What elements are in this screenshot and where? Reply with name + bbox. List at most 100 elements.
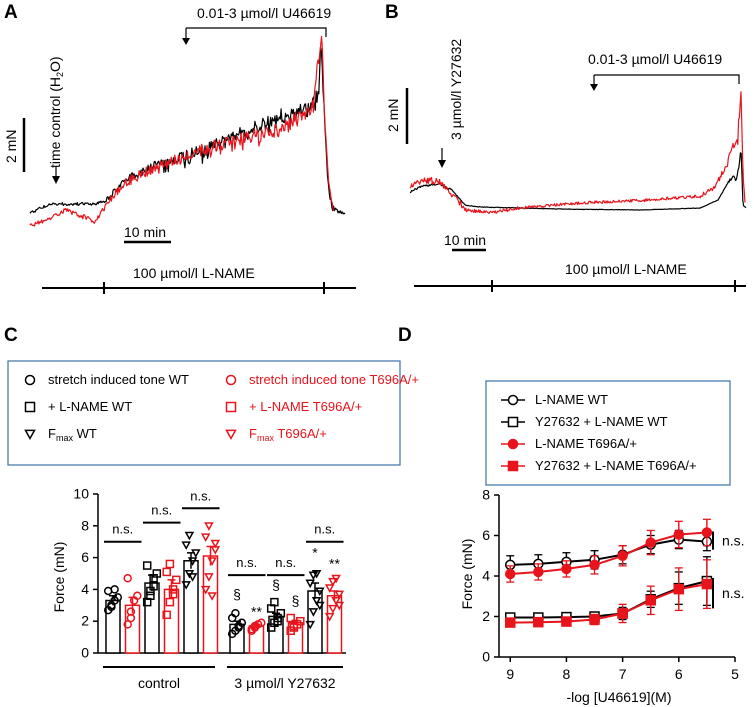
- panel-d: D L-NAME WT Y27632 + L-NAME WT L-NAME T696…: [398, 325, 745, 705]
- d-y-tick-label: 8: [482, 487, 490, 503]
- panel-b-y27632-arrowhead: [438, 160, 446, 168]
- c-group-label: 3 µmol/l Y27632: [234, 675, 335, 691]
- panel-a: A 0.01-3 µmol/l U46619 time control (H2O…: [3, 2, 356, 294]
- panel-a-agonist-arrowhead: [182, 38, 190, 45]
- c-y-tick-label: 4: [81, 581, 89, 597]
- c-data-point: [165, 597, 175, 607]
- c-data-point: [328, 604, 338, 614]
- c-data-point: [334, 590, 345, 600]
- c-data-point: [110, 585, 119, 594]
- panel-b-time-scale-label: 10 min: [444, 232, 486, 248]
- d-data-point: [645, 595, 656, 606]
- panel-a-time-scale-label: 10 min: [124, 224, 166, 240]
- d-data-point: [617, 608, 628, 619]
- c-group-label: control: [138, 675, 180, 691]
- panel-d-legend-box: [485, 380, 731, 486]
- panel-c-label: C: [4, 325, 18, 346]
- c-y-tick-label: 8: [81, 517, 89, 533]
- c-data-point: [162, 567, 171, 577]
- panel-b-lname-label: 100 µmol/l L-NAME: [565, 261, 687, 277]
- c-data-point: [181, 581, 191, 590]
- c-data-point: [204, 573, 214, 582]
- c-data-point: [315, 587, 325, 597]
- panel-a-trace-t696a: [29, 35, 335, 227]
- legend-entry-3: + L-NAME T696A/+: [249, 399, 362, 414]
- panel-a-agonist-label: 0.01-3 µmol/l U46619: [197, 5, 331, 21]
- c-data-point: [311, 596, 322, 606]
- c-data-point: [210, 539, 221, 549]
- c-data-point: [165, 559, 175, 569]
- panel-a-time-control-arrowhead: [52, 176, 60, 184]
- panel-b-force-scale-label: 2 mN: [385, 99, 401, 132]
- d-data-point: [533, 616, 544, 628]
- c-y-tick-label: 0: [81, 645, 89, 661]
- d-y-tick-label: 6: [482, 527, 490, 543]
- c-data-point: [107, 602, 116, 612]
- legend-d-entry-2: L-NAME T696A/+: [535, 436, 637, 451]
- c-data-point: [126, 607, 136, 616]
- legend-entry-0: stretch induced tone WT: [48, 372, 189, 387]
- d-data-point: [701, 578, 713, 590]
- c-data-point: [123, 574, 132, 583]
- panel-b-agonist-arrowhead: [590, 84, 598, 91]
- c-data-point: [172, 575, 181, 585]
- d-x-tick-label: 6: [675, 666, 683, 682]
- legend-marker-2: [24, 401, 36, 413]
- c-data-point: [168, 585, 178, 594]
- panel-b-trace-t696a: [409, 91, 746, 215]
- c-significance-mark: **: [251, 603, 262, 619]
- c-data-point: [334, 601, 345, 611]
- d-data-point: [561, 563, 572, 575]
- c-ns-label: n.s.: [151, 503, 172, 518]
- c-data-point: [168, 589, 178, 599]
- c-ns-label: n.s.: [190, 488, 211, 503]
- c-y-tick-label: 10: [73, 486, 89, 502]
- c-data-point: [207, 592, 217, 601]
- c-data-point: [296, 616, 305, 626]
- c-ns-label: n.s.: [112, 522, 133, 537]
- c-data-point: [133, 591, 142, 601]
- c-data-point: [305, 579, 315, 589]
- c-significance-mark: *: [312, 545, 318, 561]
- legend-d-entry-0: L-NAME WT: [535, 392, 608, 407]
- legend-d-marker-1: [507, 416, 519, 428]
- c-data-point: [123, 620, 132, 629]
- panel-d-x-axis-label: -log [U46619](M): [566, 689, 671, 705]
- c-ns-label: n.s.: [314, 522, 335, 537]
- legend-d-marker-2: [507, 438, 519, 450]
- legend-d-entry-1: Y27632 + L-NAME WT: [535, 414, 668, 429]
- panel-a-time-control-label: time control (H2O): [47, 56, 65, 168]
- c-significance-mark: §: [233, 586, 241, 602]
- legend-marker-4: [24, 429, 36, 441]
- d-x-tick-label: 5: [731, 666, 739, 682]
- c-data-point: [324, 584, 335, 593]
- c-bar: [326, 595, 343, 654]
- c-data-point: [311, 569, 322, 579]
- legend-entry-5: Fmax T696A/+: [249, 426, 327, 443]
- d-ns-label: n.s.: [722, 533, 745, 549]
- c-data-point: [257, 618, 266, 628]
- c-data-point: [113, 593, 123, 602]
- legend-entry-1: stretch induced tone T696A/+: [249, 372, 419, 387]
- panel-d-y-axis-label: Force (mN): [459, 539, 475, 610]
- c-data-point: [142, 561, 152, 570]
- legend-marker-5: [225, 429, 237, 441]
- panel-b-agonist-label: 0.01-3 µmol/l U46619: [588, 51, 722, 67]
- panel-c-legend: stretch induced tone WT stretch induced t…: [24, 372, 419, 443]
- panel-b-label: B: [385, 2, 399, 23]
- d-x-tick-label: 9: [506, 666, 514, 682]
- d-data-point: [617, 550, 628, 561]
- panel-a-lname-label: 100 µmol/l L-NAME: [133, 265, 255, 281]
- c-data-point: [187, 557, 198, 566]
- legend-marker-0: [24, 374, 36, 386]
- c-data-point: [204, 522, 214, 531]
- c-bar: [202, 555, 219, 654]
- legend-marker-3: [225, 401, 237, 413]
- d-data-point: [673, 583, 685, 595]
- c-data-point: [200, 585, 211, 595]
- d-data-point: [589, 614, 600, 625]
- c-data-point: [207, 557, 217, 566]
- legend-marker-1: [225, 374, 237, 386]
